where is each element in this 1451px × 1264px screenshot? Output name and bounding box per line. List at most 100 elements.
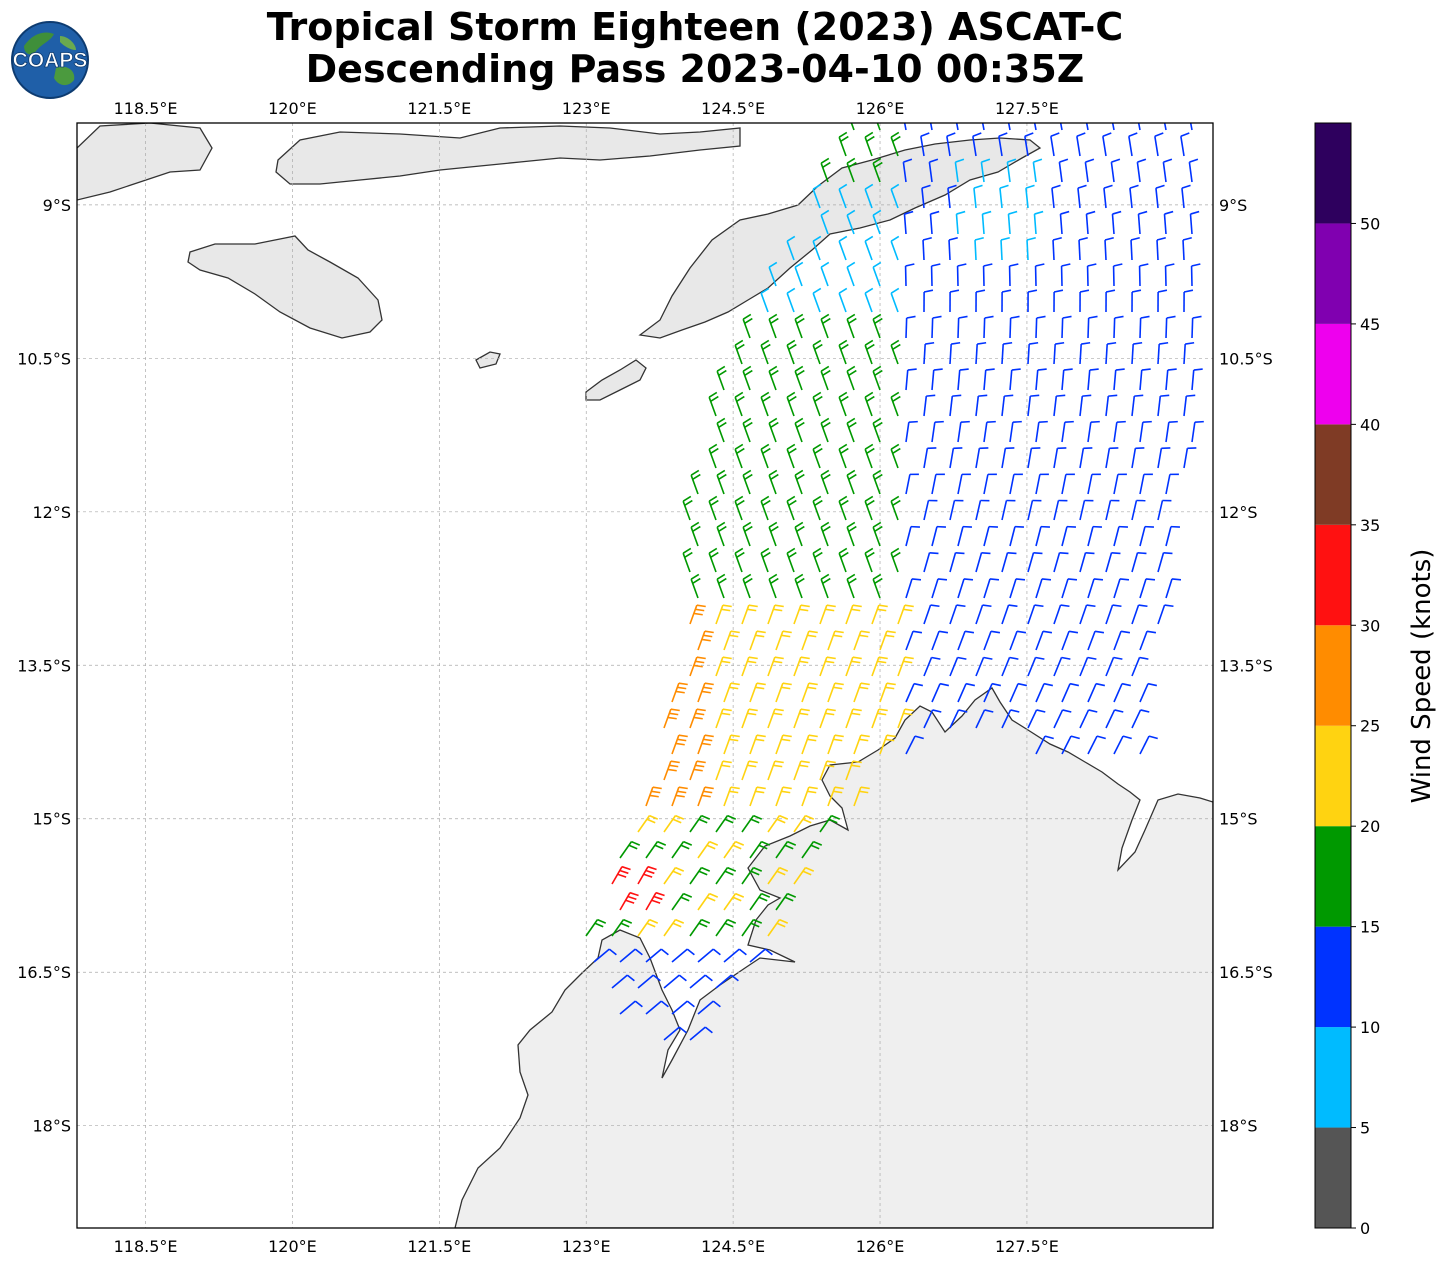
wind-barb (697, 630, 706, 651)
wind-barb-flag (1024, 132, 1034, 137)
wind-barb (723, 734, 732, 755)
wind-barb-flag (807, 634, 817, 638)
wind-barb (1157, 396, 1162, 417)
lat-label-left: 9°S (43, 196, 71, 215)
wind-barb-flag (1064, 420, 1074, 423)
wind-barb-flag (1112, 604, 1122, 608)
wind-barb (1181, 188, 1185, 209)
wind-barb-flag (959, 368, 969, 371)
wind-barb-flag (734, 339, 744, 346)
wind-barb (923, 604, 932, 625)
wind-barb (1131, 709, 1142, 729)
wind-barb (767, 815, 781, 833)
wind-barb-flag (672, 818, 682, 824)
wind-barb-flag (1188, 107, 1196, 110)
wind-barb-flag (701, 638, 711, 642)
wind-barb-flag (1061, 656, 1071, 660)
wind-barb-flag (1186, 394, 1196, 397)
wind-barb (645, 786, 654, 807)
wind-barb (923, 657, 933, 677)
wind-barb-flag (794, 521, 804, 528)
wind-barb-flag (840, 343, 849, 351)
wind-barb-flag (813, 840, 823, 846)
wind-barb (998, 136, 1003, 157)
wind-barb-flag (1164, 210, 1174, 215)
wind-barb (923, 396, 928, 417)
wind-barb (760, 500, 769, 521)
wind-barb-flag (670, 708, 680, 712)
wind-barb (820, 578, 829, 599)
wind-barb-flag (781, 686, 791, 690)
wind-barb-flag (812, 287, 822, 294)
wind-barb-flag (729, 738, 739, 742)
wind-barb (619, 892, 631, 911)
wind-barb-flag (921, 184, 931, 189)
wind-barb (931, 630, 940, 651)
wind-barb (1105, 343, 1108, 365)
wind-barb-flag (779, 918, 789, 924)
wind-barb (689, 919, 703, 937)
wind-barb-flag (712, 1000, 721, 1008)
wind-barb (845, 708, 854, 729)
wind-barb (983, 317, 986, 339)
wind-barb-flag (1171, 578, 1182, 581)
colorbar-bin (1315, 826, 1351, 927)
wind-barb (879, 734, 888, 755)
wind-barb (1087, 683, 1097, 703)
wind-barb (819, 656, 828, 677)
wind-barb-flag (781, 738, 791, 742)
wind-barb-flag (820, 209, 830, 216)
wind-barb-flag (718, 369, 727, 377)
wind-barb-flag (1138, 210, 1148, 215)
wind-barb (611, 866, 623, 885)
lon-label-top: 118.5°E (114, 99, 178, 118)
wind-barb (1105, 552, 1113, 573)
wind-barb-flag (730, 630, 740, 634)
wind-barb (1079, 396, 1084, 417)
wind-barb (1189, 213, 1193, 235)
wind-barb-flag (864, 443, 874, 450)
wind-barb (767, 604, 776, 625)
small-island (475, 351, 501, 369)
wind-barb (871, 656, 880, 677)
wind-barb (1027, 500, 1034, 521)
wind-barb-flag (755, 790, 765, 794)
wind-barb (1035, 578, 1043, 599)
wind-barb-flag (1044, 735, 1054, 740)
wind-barb (767, 656, 776, 677)
lat-label-left: 15°S (32, 810, 71, 829)
wind-barb (923, 343, 926, 365)
wind-barb (697, 948, 714, 963)
wind-barb-flag (851, 660, 861, 664)
wind-barb-flag (1103, 184, 1113, 189)
wind-barb-flag (722, 708, 732, 712)
wind-barb-flag (1156, 236, 1166, 241)
wind-barb-flag (653, 895, 663, 901)
wind-barb-flag (825, 764, 835, 768)
wind-barb-flag (799, 660, 809, 664)
wind-barb (1009, 317, 1012, 339)
wind-barb-flag (838, 547, 848, 554)
wind-barb-flag (990, 630, 1001, 634)
wind-barb-flag (1137, 158, 1147, 163)
wind-barb (1027, 604, 1036, 625)
wind-barb (793, 815, 807, 833)
wind-barb-flag (796, 525, 805, 533)
wind-barb-flag (864, 495, 874, 502)
wind-barb-flag (709, 840, 719, 846)
wind-barb (957, 526, 964, 547)
wind-barb (975, 448, 981, 469)
wind-barb (872, 422, 881, 443)
wind-barb-flag (693, 664, 703, 668)
wind-barb (794, 422, 803, 443)
wind-barb (663, 974, 680, 989)
wind-barb-flag (758, 896, 768, 902)
wind-barb-flag (760, 339, 770, 346)
wind-barb (845, 760, 854, 781)
colorbar-tick-label: 50 (1360, 214, 1380, 233)
wind-barb (838, 500, 847, 521)
wind-barb-flag (1154, 132, 1164, 137)
wind-barb-flag (820, 365, 830, 372)
wind-barb-flag (753, 918, 763, 924)
wind-barb-flag (1053, 289, 1064, 293)
